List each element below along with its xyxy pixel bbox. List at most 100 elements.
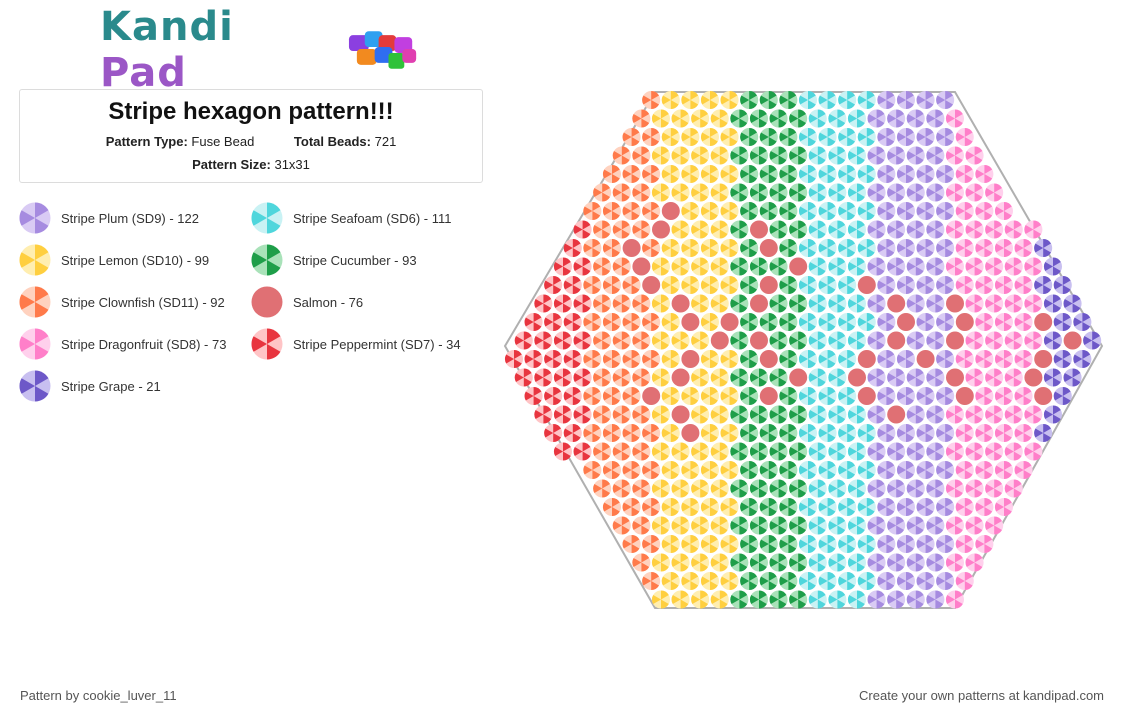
bead <box>906 405 925 424</box>
pattern-type-value: Fuse Bead <box>191 134 255 149</box>
bead <box>936 202 955 220</box>
bead <box>759 535 778 553</box>
bead <box>661 239 680 257</box>
bead <box>661 424 680 442</box>
bead <box>955 498 974 516</box>
bead <box>897 350 915 368</box>
legend-item: Stripe Cucumber - 93 <box>251 244 417 276</box>
bead <box>671 405 690 424</box>
bead <box>946 257 964 276</box>
bead <box>779 535 798 553</box>
bead <box>828 109 847 128</box>
bead <box>730 109 749 128</box>
bead <box>1053 350 1072 368</box>
bead <box>759 387 778 405</box>
kandipad-link[interactable]: Create your own patterns at kandipad.com <box>859 688 1104 703</box>
bead <box>603 387 621 405</box>
bead <box>808 590 827 609</box>
bead <box>720 313 739 331</box>
bead <box>857 276 876 294</box>
bead <box>730 294 749 313</box>
bead <box>926 405 945 424</box>
bead <box>926 257 945 276</box>
bead <box>750 294 768 313</box>
bead <box>671 109 690 128</box>
bead <box>661 572 680 590</box>
bead <box>887 405 906 424</box>
bead <box>740 424 759 442</box>
bead <box>975 424 994 442</box>
bead <box>955 424 974 442</box>
bead <box>710 405 729 424</box>
pattern-info-card: Stripe hexagon pattern!!! Pattern Type: … <box>19 89 483 183</box>
bead <box>622 276 641 294</box>
bead <box>544 313 563 331</box>
bead <box>681 313 700 331</box>
legend-item: Salmon - 76 <box>251 286 363 318</box>
pattern-size: Pattern Size: 31x31 <box>192 157 310 172</box>
bead <box>936 535 955 553</box>
bead <box>583 461 602 479</box>
bead <box>877 387 896 405</box>
bead <box>671 590 690 609</box>
bead <box>1063 294 1082 313</box>
kandipad-logo[interactable]: Kandi Pad <box>100 4 420 96</box>
bead <box>818 572 837 590</box>
bead <box>730 405 749 424</box>
bead <box>897 535 915 553</box>
bead <box>848 442 866 461</box>
bead <box>1053 387 1072 405</box>
bead <box>808 368 827 387</box>
bead <box>995 424 1013 442</box>
legend-item-label: Stripe Grape - 21 <box>61 378 161 394</box>
bead <box>573 405 592 424</box>
bead <box>916 424 935 442</box>
bead <box>524 350 543 368</box>
bead <box>808 516 827 535</box>
bead <box>740 239 759 257</box>
bead <box>691 220 710 239</box>
bead <box>544 276 563 294</box>
bead <box>995 461 1013 479</box>
bead <box>740 350 759 368</box>
bead <box>779 498 798 516</box>
bead <box>769 516 788 535</box>
bead <box>593 220 612 239</box>
bead <box>897 202 915 220</box>
bead <box>1004 442 1023 461</box>
bead <box>691 553 710 572</box>
bead <box>818 350 837 368</box>
bead <box>720 535 739 553</box>
bead <box>779 165 798 183</box>
bead <box>710 442 729 461</box>
bead <box>769 590 788 609</box>
bead <box>652 146 670 165</box>
bead <box>593 331 612 350</box>
bead <box>740 498 759 516</box>
bead <box>671 368 690 387</box>
bead <box>877 424 896 442</box>
bead <box>671 220 690 239</box>
bead <box>622 535 641 553</box>
bead <box>524 387 543 405</box>
bead <box>779 239 798 257</box>
bead <box>671 146 690 165</box>
bead <box>632 442 651 461</box>
bead <box>554 294 572 313</box>
bead <box>1024 220 1043 239</box>
bead <box>857 165 876 183</box>
bead <box>818 498 837 516</box>
bead <box>671 294 690 313</box>
bead <box>828 590 847 609</box>
pattern-size-row: Pattern Size: 31x31 <box>20 157 482 172</box>
bead <box>995 498 1013 516</box>
bead <box>750 590 768 609</box>
bead <box>1014 239 1033 257</box>
bead <box>612 479 631 498</box>
bead <box>720 239 739 257</box>
bead <box>691 405 710 424</box>
bead <box>926 294 945 313</box>
bead <box>710 516 729 535</box>
bead <box>681 350 700 368</box>
legend-item-label: Stripe Peppermint (SD7) - 34 <box>293 336 461 352</box>
